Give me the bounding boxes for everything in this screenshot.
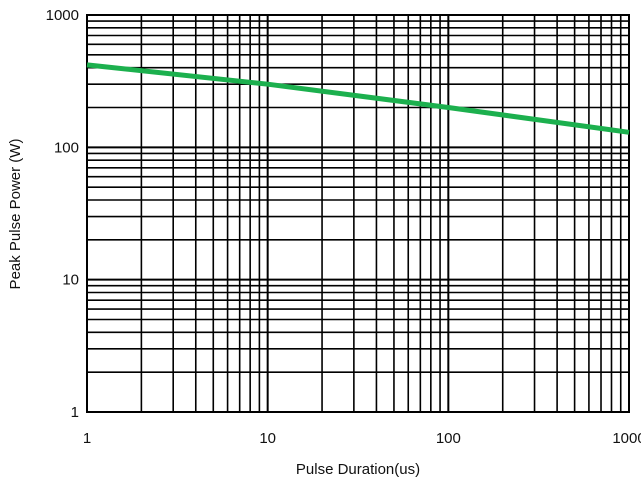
x-tick-label: 1 (83, 430, 91, 447)
x-tick-labels: 1 10 100 1000 (83, 430, 641, 447)
y-tick-label: 1 (71, 404, 79, 421)
x-axis-label: Pulse Duration(us) (296, 461, 420, 478)
y-tick-labels: 1 10 100 1000 (46, 7, 79, 421)
y-tick-label: 10 (62, 272, 79, 289)
minor-x-gridlines (140, 15, 622, 412)
y-tick-label: 1000 (46, 7, 79, 24)
x-tick-label: 100 (436, 430, 461, 447)
y-axis-label: Peak Pulse Power (W) (7, 139, 24, 290)
series-line (86, 62, 630, 135)
y-tick-label: 100 (54, 139, 79, 156)
series-layer (86, 62, 630, 135)
minor-y-gridlines (87, 20, 629, 373)
plot-frame (86, 14, 630, 413)
x-tick-label: 10 (259, 430, 276, 447)
plot-border (86, 14, 630, 413)
x-tick-label: 1000 (612, 430, 641, 447)
